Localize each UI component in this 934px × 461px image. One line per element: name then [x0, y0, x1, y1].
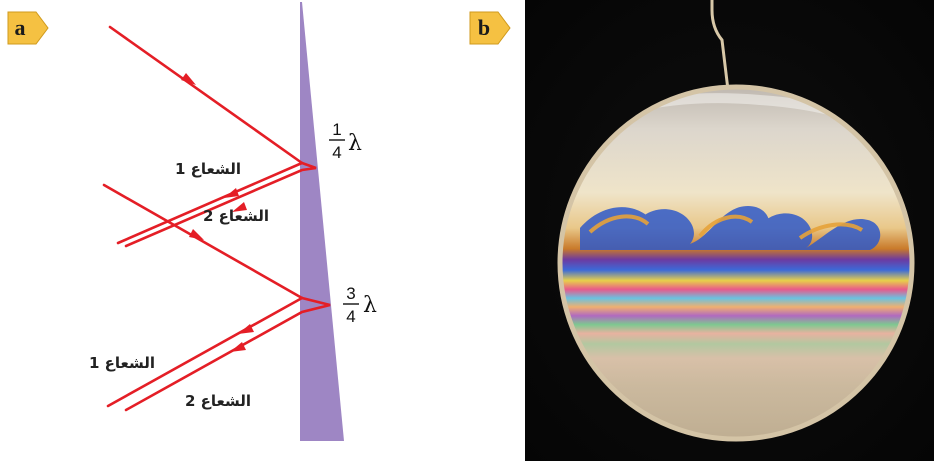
thickness-top-lambda: λ	[348, 131, 362, 156]
panel-a-badge-label: a	[15, 15, 26, 40]
thin-film-wedge	[300, 2, 344, 441]
panel-b: b	[470, 0, 934, 461]
panel-b-badge: b	[470, 12, 510, 44]
thickness-bottom-denominator: 4	[346, 307, 355, 326]
panel-b-badge-label: b	[478, 15, 490, 40]
panel-a: a 1	[8, 2, 377, 441]
thickness-bottom-numerator: 3	[346, 284, 355, 303]
thickness-top-denominator: 4	[332, 143, 341, 162]
ray-label-bottom-1: الشعاع 1	[89, 354, 155, 372]
thickness-label-top: 1 4 λ	[329, 120, 362, 162]
ray-label-top-1: الشعاع 1	[175, 160, 241, 178]
arrowhead-reflected-top-1	[224, 188, 239, 198]
thickness-top-numerator: 1	[332, 120, 341, 139]
incident-ray-top	[110, 27, 302, 163]
arrowhead-incident-bottom	[189, 229, 204, 240]
reflected-ray-bottom-1	[108, 298, 302, 406]
thickness-bottom-lambda: λ	[363, 293, 377, 318]
ray-label-bottom-2: الشعاع 2	[185, 392, 251, 410]
thickness-label-bottom: 3 4 λ	[343, 284, 377, 326]
ray-label-top-2: الشعاع 2	[203, 207, 269, 225]
panel-a-badge: a	[8, 12, 48, 44]
